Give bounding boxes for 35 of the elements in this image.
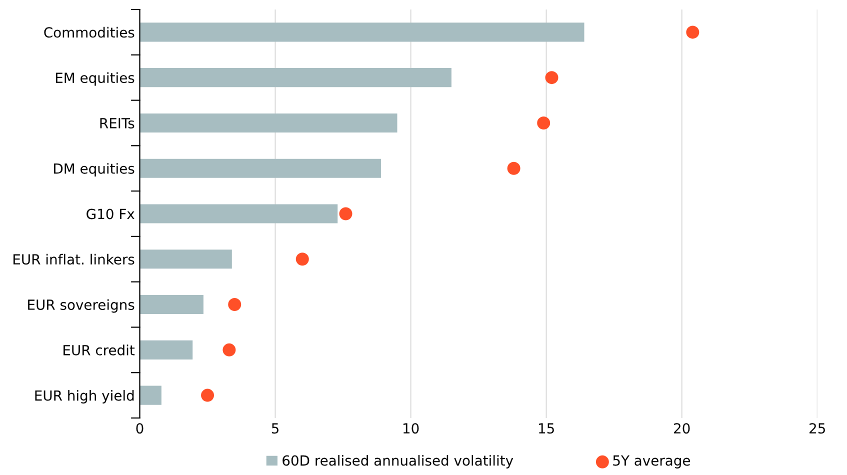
bar [140, 340, 193, 360]
y-tick-label: EUR high yield [35, 390, 134, 404]
point [339, 207, 352, 220]
bar [140, 22, 584, 42]
x-tick-label: 20 [674, 423, 690, 434]
y-tick-label: EUR credit [64, 344, 135, 356]
point [228, 298, 242, 312]
point [545, 71, 558, 84]
point [537, 116, 550, 130]
bar [140, 204, 338, 224]
legend-label: 60D realised annualised volatility [282, 455, 514, 468]
bar [140, 113, 398, 133]
point [507, 162, 520, 175]
y-tick-label: REITs [100, 118, 134, 128]
bar [140, 294, 204, 314]
y-tick-label: G10 Fx [86, 208, 134, 220]
x-tick-label: 10 [403, 423, 419, 434]
point [222, 343, 236, 356]
point [296, 252, 309, 266]
y-tick-label: Commodities [44, 26, 134, 38]
legend-label: 5Y average [613, 455, 690, 468]
y-tick-label: EM equities [56, 72, 134, 86]
y-tick-label: EUR inflat. linkers [14, 254, 134, 265]
y-tick-label: EUR sovereigns [28, 299, 134, 313]
x-tick-label: 25 [810, 423, 825, 434]
x-tick-label: 0 [136, 423, 144, 434]
point [201, 388, 214, 402]
x-tick-label: 15 [539, 423, 554, 434]
y-tick-label: DM equities [54, 163, 134, 177]
bar [140, 250, 232, 269]
bar [140, 386, 162, 405]
x-tick-label: 5 [272, 423, 278, 434]
point [686, 26, 700, 39]
bar [140, 158, 381, 178]
bar [140, 68, 452, 88]
